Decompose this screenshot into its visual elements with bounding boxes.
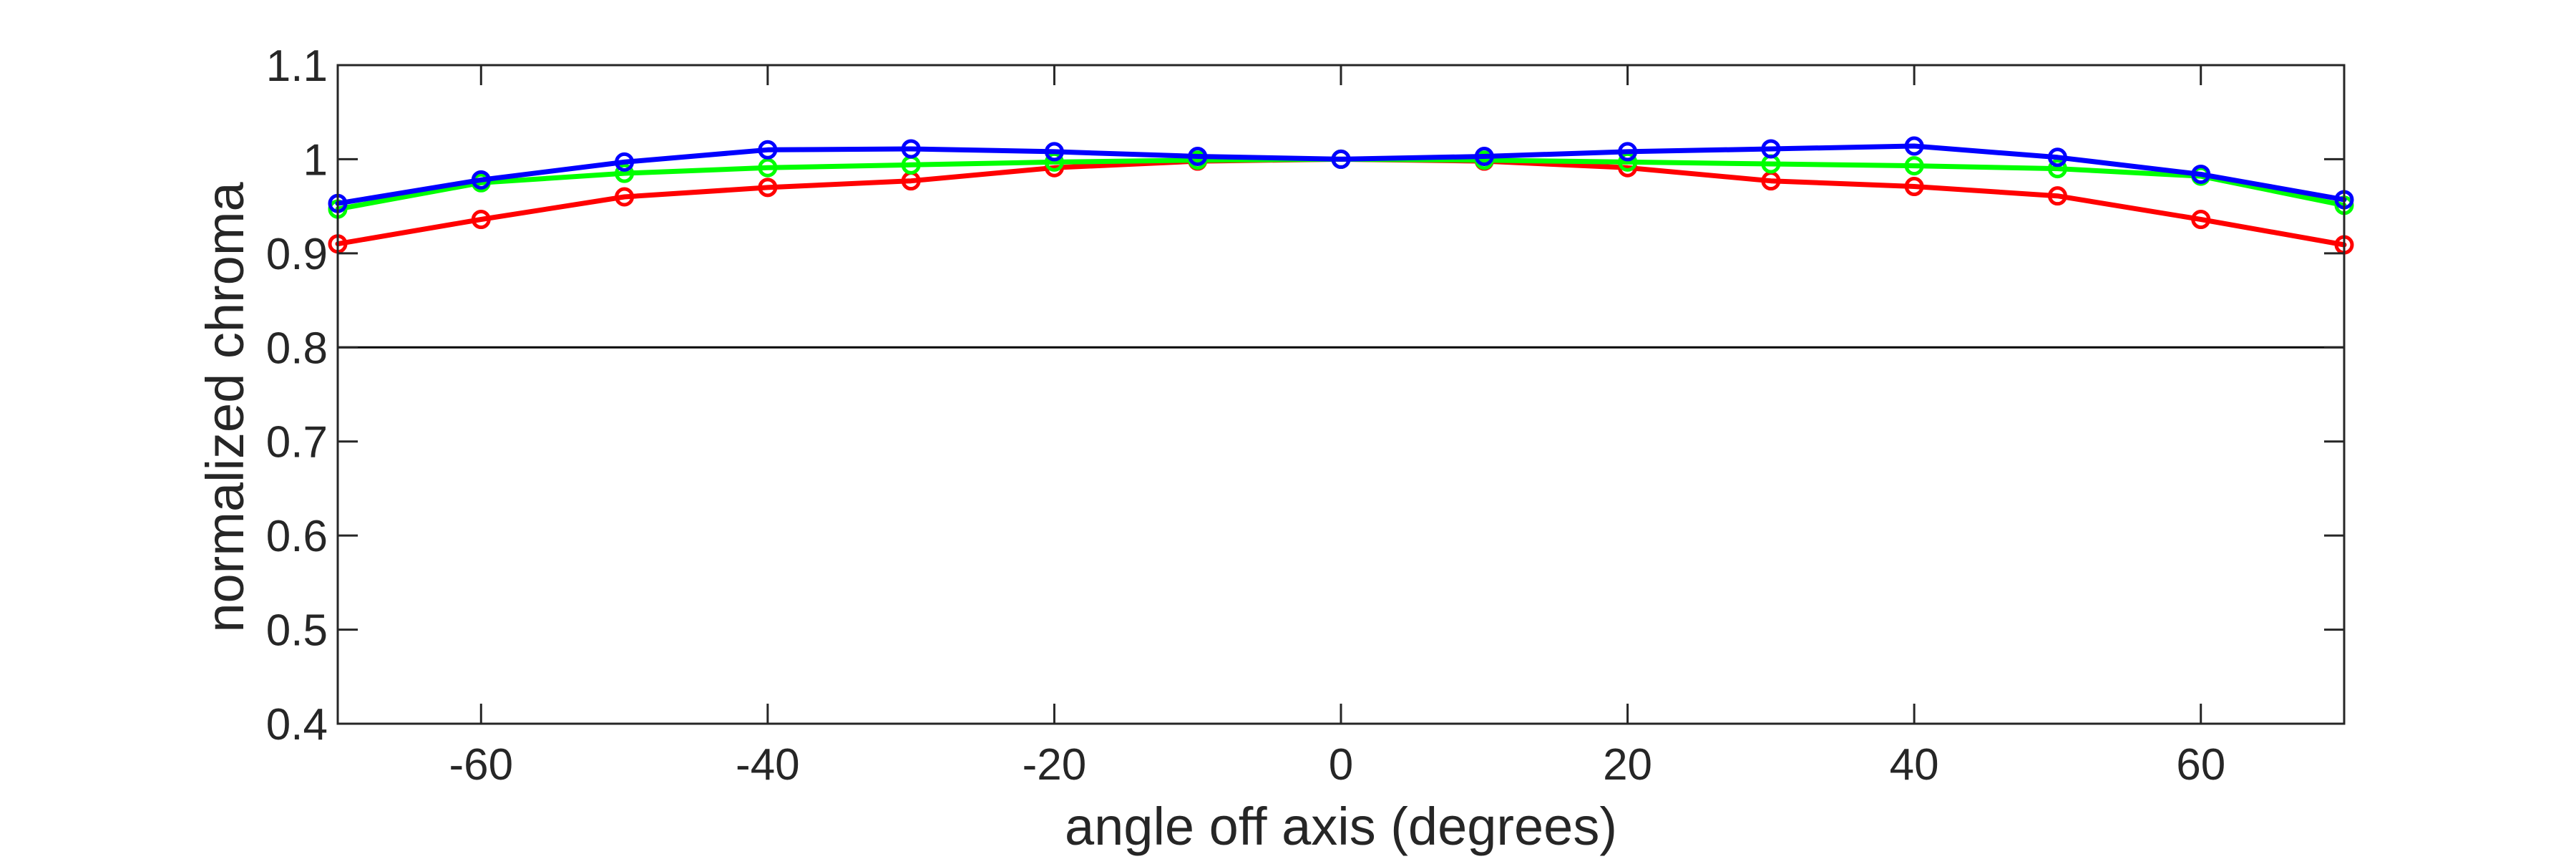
data-point xyxy=(1618,142,1638,162)
plot-area xyxy=(338,65,2344,724)
x-tick-label: 60 xyxy=(2176,740,2225,790)
data-point xyxy=(471,210,491,230)
series-line xyxy=(335,143,2347,206)
data-point xyxy=(1904,177,1924,197)
data-point xyxy=(1761,139,1781,159)
data-point xyxy=(1904,136,1924,156)
y-tick-label: 1.1 xyxy=(266,42,328,91)
data-point xyxy=(615,187,635,207)
series-layer xyxy=(328,136,2354,255)
data-point xyxy=(901,139,921,159)
x-tick-label: -40 xyxy=(736,740,800,790)
x-tick-label: -60 xyxy=(449,740,513,790)
data-point xyxy=(1044,142,1064,162)
y-tick-label: 1 xyxy=(303,135,328,185)
data-point xyxy=(1188,146,1208,166)
data-point xyxy=(758,140,778,160)
data-point xyxy=(758,157,778,178)
y-tick-label: 0.9 xyxy=(266,230,328,279)
data-point xyxy=(2047,186,2067,206)
data-point xyxy=(758,178,778,198)
data-point xyxy=(2191,210,2211,230)
y-axis-title: normalized chroma xyxy=(195,182,255,633)
data-point xyxy=(615,152,635,172)
data-point xyxy=(2047,147,2067,168)
x-tick-label: 20 xyxy=(1603,740,1652,790)
data-point xyxy=(1474,146,1494,166)
x-axis-title: angle off axis (degrees) xyxy=(1065,797,1617,856)
y-tick-label: 0.5 xyxy=(266,606,328,656)
data-point xyxy=(615,163,635,183)
axes-layer: -60 -40 -20 0 20 40 60 0.4 0.5 0.6 0.7 0.8 0.9 1 1.1 xyxy=(266,42,2346,790)
y-tick-label: 0.6 xyxy=(266,512,328,561)
data-point xyxy=(471,170,491,190)
plot-background xyxy=(338,65,2344,724)
y-tick-label: 0.4 xyxy=(266,700,328,749)
series-2 xyxy=(328,136,2354,213)
data-point xyxy=(1904,156,1924,176)
data-point xyxy=(1331,149,1351,169)
x-tick-label: -20 xyxy=(1023,740,1087,790)
x-tick-label: 0 xyxy=(1329,740,1353,790)
x-tick-label: 40 xyxy=(1890,740,1939,790)
y-tick-label: 0.8 xyxy=(266,324,328,373)
data-point xyxy=(2047,159,2067,179)
y-tick-label: 0.7 xyxy=(266,418,328,467)
data-point xyxy=(2191,164,2211,184)
